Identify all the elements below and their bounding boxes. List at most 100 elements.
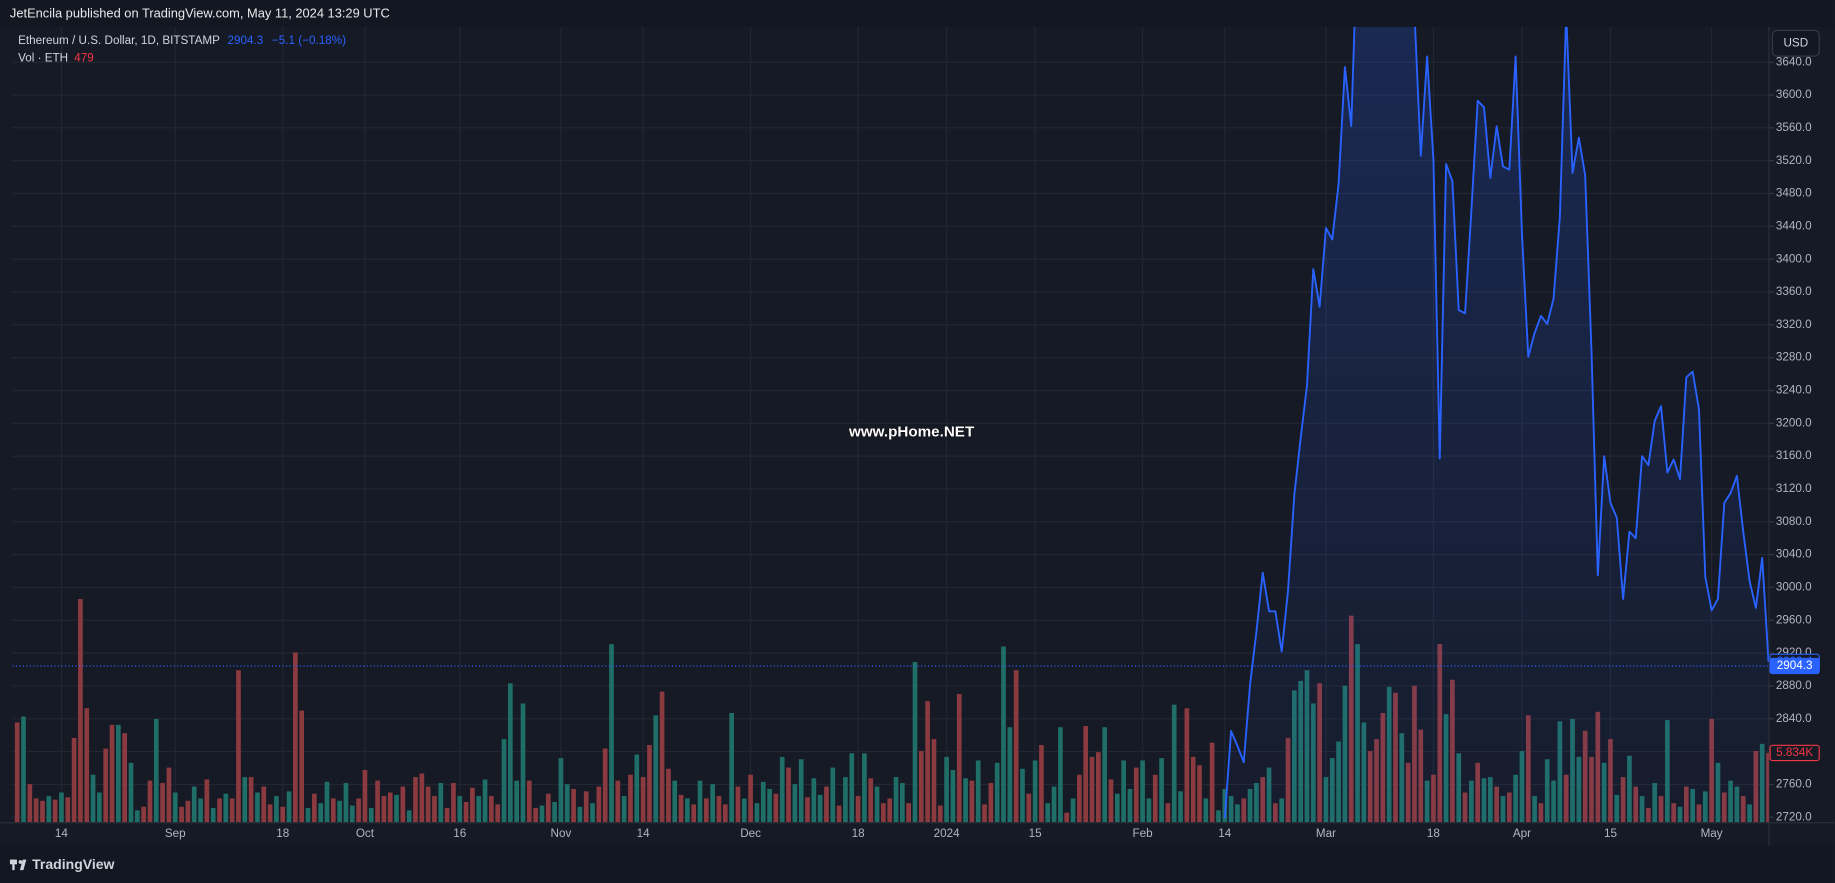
- volume-bar: [729, 712, 734, 823]
- volume-bar: [539, 805, 545, 823]
- price-line: [1223, 26, 1769, 819]
- volume-bar: [577, 806, 583, 823]
- volume-bar: [533, 807, 538, 823]
- volume-bar: [1152, 774, 1158, 823]
- volume-bar: [678, 794, 684, 823]
- volume-bar: [982, 804, 987, 823]
- y-tick-label: 2840.0: [1776, 712, 1812, 725]
- volume-bar: [134, 810, 140, 823]
- volume-bar: [394, 794, 399, 823]
- volume-bar: [299, 710, 305, 823]
- volume-bar: [741, 798, 747, 823]
- volume-bar: [748, 774, 753, 823]
- volume-bar: [1020, 768, 1025, 823]
- volume-bar: [836, 805, 842, 823]
- volume-bar: [1070, 798, 1076, 823]
- volume-bar: [210, 807, 216, 823]
- volume-bar: [482, 779, 488, 823]
- volume-bar: [817, 794, 823, 823]
- y-tick-label: 3200.0: [1776, 416, 1812, 429]
- footer-bar: [0, 845, 1835, 883]
- currency-button[interactable]: USD: [1771, 29, 1820, 57]
- volume-bar: [994, 762, 1000, 823]
- volume-bar: [773, 793, 779, 823]
- volume-bar: [881, 803, 886, 823]
- volume-bar: [564, 784, 570, 823]
- x-tick-label: 14: [637, 827, 651, 840]
- volume-bar: [1013, 670, 1019, 823]
- axes: 2720.02760.02800.02840.02880.02920.02960…: [55, 55, 1820, 840]
- volume-bar: [634, 754, 640, 823]
- price-marker-box: [1769, 657, 1820, 675]
- volume-bar: [1077, 774, 1082, 823]
- volume-bar: [438, 783, 444, 823]
- volume-bar: [191, 786, 197, 823]
- y-tick-label: 3560.0: [1776, 121, 1812, 134]
- legend-price: 2904.3: [227, 34, 263, 47]
- volume-bar: [84, 708, 90, 823]
- volume-bar: [843, 777, 848, 823]
- volume-bar: [14, 722, 20, 823]
- volume-bar: [451, 783, 456, 823]
- volume-bar: [583, 791, 589, 823]
- x-tick-label: Mar: [1316, 827, 1336, 840]
- volume-bar: [653, 715, 659, 823]
- volume-bar: [558, 758, 564, 823]
- footer-logo: [9, 859, 27, 871]
- volume-bar: [305, 807, 311, 823]
- header-bar: [0, 0, 1835, 27]
- currency-button-label[interactable]: USD: [1783, 36, 1808, 49]
- y-tick-label: 3280.0: [1776, 351, 1812, 364]
- volume-bar: [229, 798, 235, 823]
- x-tick-label: 2024: [934, 827, 961, 840]
- volume-bar: [147, 780, 153, 823]
- currency-button-box[interactable]: [1771, 29, 1820, 57]
- volume-bar: [160, 783, 165, 823]
- volume-bar: [406, 810, 412, 823]
- volume-bar: [1051, 786, 1057, 823]
- volume-bar: [255, 792, 260, 823]
- volume-bar: [349, 805, 355, 823]
- volume-bar: [1203, 798, 1209, 823]
- volume-bar: [312, 793, 317, 823]
- volume-bar: [116, 724, 121, 823]
- volume-bar: [1039, 745, 1044, 823]
- volume-bar: [33, 798, 39, 823]
- volume-bar: [128, 762, 134, 823]
- x-tick-label: Nov: [551, 827, 572, 840]
- volume-bar: [1165, 803, 1171, 823]
- volume-bar: [1083, 726, 1089, 823]
- volume-bar: [786, 767, 791, 823]
- volume-bar: [520, 703, 526, 823]
- volume-bar: [893, 777, 899, 823]
- x-tick-label: 15: [1604, 827, 1618, 840]
- legend-change: −5.1 (−0.18%): [272, 34, 346, 47]
- volume-bar: [172, 792, 178, 823]
- volume-bar: [760, 781, 766, 823]
- volume-bar: [862, 753, 867, 823]
- volume-bar: [900, 783, 905, 823]
- volume-bar: [1045, 803, 1051, 823]
- volume-bar: [805, 797, 810, 823]
- y-tick-label: 3080.0: [1776, 515, 1812, 528]
- x-tick-label: 18: [852, 827, 865, 840]
- volume-bar: [950, 769, 956, 823]
- volume-bar: [1133, 767, 1139, 823]
- volume-bar: [1001, 646, 1006, 823]
- volume-bar: [387, 792, 393, 823]
- volume-bar: [1114, 793, 1120, 823]
- volume-bar: [988, 783, 994, 823]
- volume-bar: [293, 652, 298, 823]
- legend-volume-label: Vol · ETH: [18, 52, 68, 65]
- volume-bar: [767, 788, 772, 823]
- volume-bar: [198, 798, 203, 823]
- volume-bar: [1127, 788, 1133, 823]
- y-tick-label: 3440.0: [1776, 219, 1812, 232]
- volume-bar: [122, 733, 128, 823]
- y-tick-label: 3320.0: [1776, 318, 1812, 331]
- volume-bar: [1089, 756, 1095, 823]
- legend-symbol: Ethereum / U.S. Dollar, 1D, BITSTAMP: [18, 34, 220, 47]
- volume-bar: [779, 756, 785, 823]
- volume-bar: [925, 701, 930, 823]
- volume-bar: [59, 792, 64, 823]
